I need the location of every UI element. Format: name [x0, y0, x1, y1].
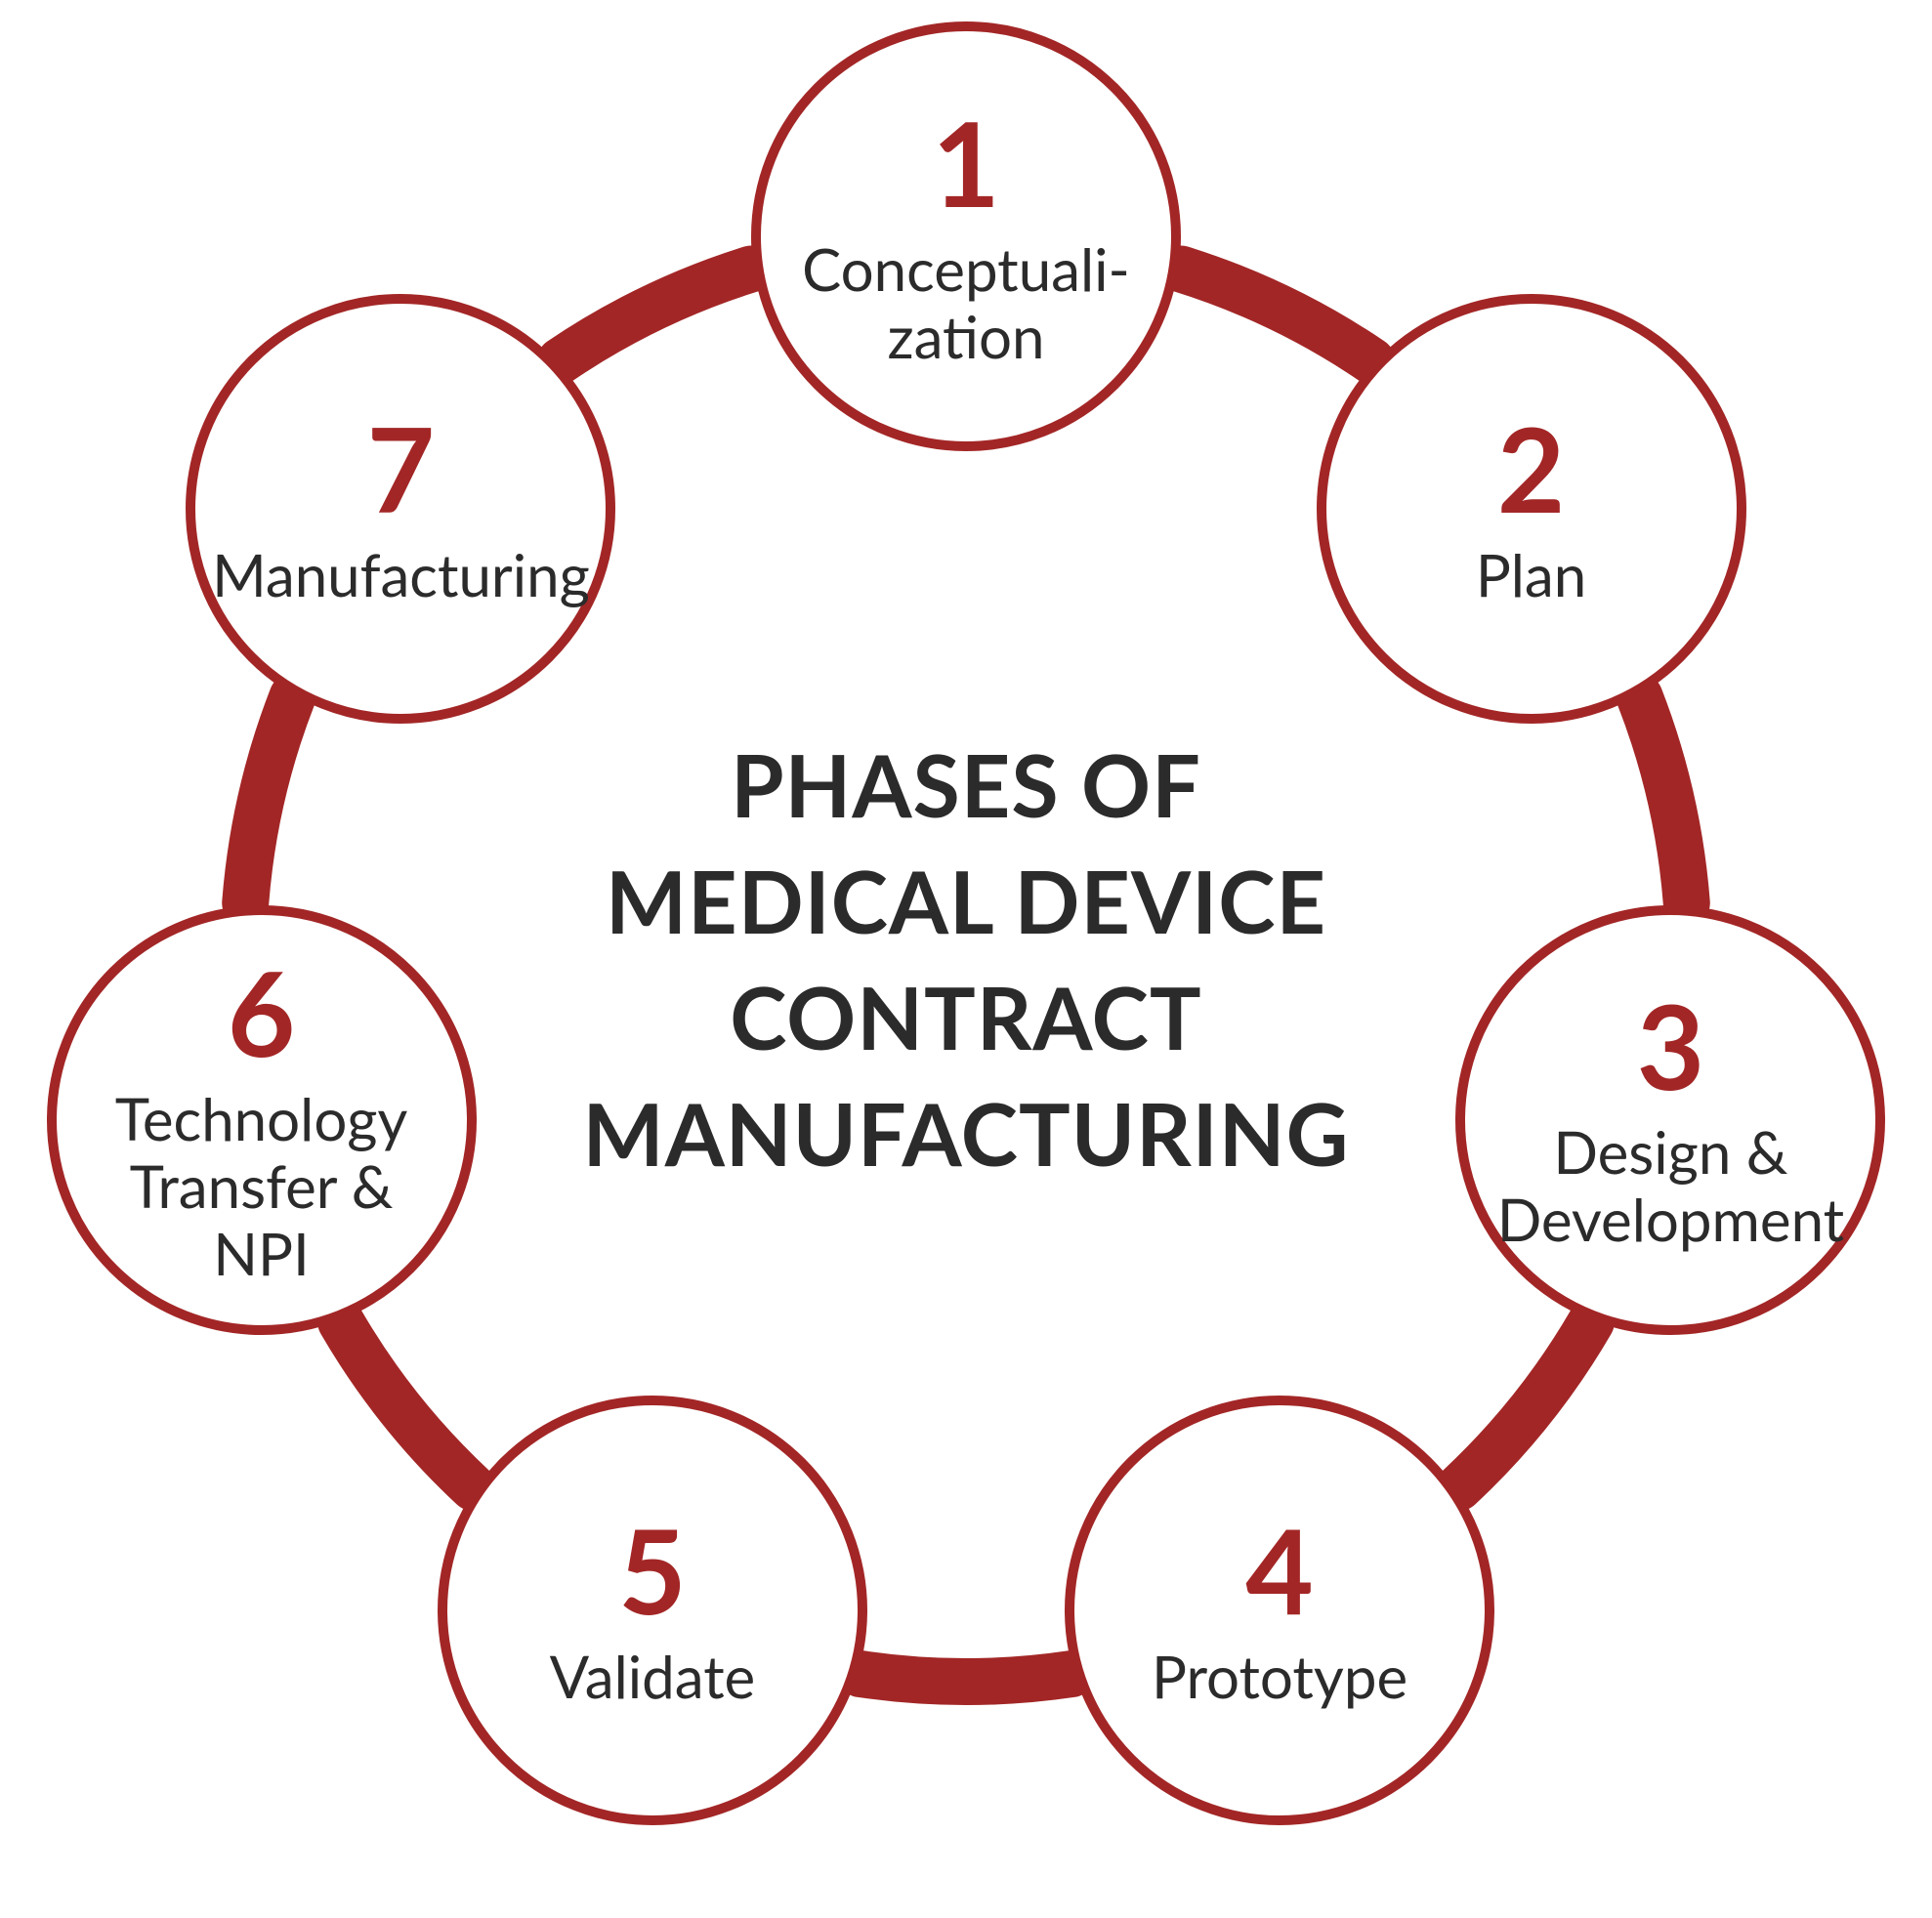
phase-node-7: 7 Manufacturing	[186, 294, 615, 724]
phase-node-3: 3 Design &Development	[1455, 905, 1885, 1335]
phase-number: 2	[1497, 409, 1566, 526]
ring-arc	[341, 1322, 473, 1487]
phase-label: Validate	[530, 1643, 776, 1710]
phase-node-5: 5 Validate	[438, 1396, 867, 1825]
phase-node-1: 1 Conceptuali-zation	[751, 21, 1181, 451]
phase-number: 5	[618, 1511, 687, 1628]
phase-number: 7	[367, 409, 436, 526]
phase-label: Conceptuali-zation	[782, 235, 1150, 370]
phase-label: Design &Development	[1478, 1118, 1864, 1253]
phase-number: 6	[228, 953, 296, 1070]
phase-label: Prototype	[1132, 1643, 1427, 1710]
phase-node-4: 4 Prototype	[1065, 1396, 1494, 1825]
ring-arc	[1181, 269, 1371, 360]
phase-label: Manufacturing	[192, 541, 609, 608]
ring-arc	[561, 269, 751, 360]
phase-number: 3	[1637, 986, 1705, 1104]
phase-label: Plan	[1456, 541, 1606, 608]
phase-node-2: 2 Plan	[1317, 294, 1746, 724]
cycle-diagram: PHASES OFMEDICAL DEVICECONTRACTMANUFACTU…	[0, 0, 1932, 1918]
phase-node-6: 6 TechnologyTransfer &NPI	[47, 905, 477, 1335]
phase-number: 4	[1245, 1511, 1314, 1628]
ring-arc	[861, 1674, 1072, 1682]
ring-arc	[1640, 696, 1687, 902]
phase-number: 1	[932, 104, 1000, 221]
ring-arc	[1459, 1322, 1591, 1487]
center-title: PHASES OFMEDICAL DEVICECONTRACTMANUFACTU…	[478, 727, 1454, 1190]
ring-arc	[245, 696, 292, 902]
phase-label: TechnologyTransfer &NPI	[96, 1085, 428, 1287]
